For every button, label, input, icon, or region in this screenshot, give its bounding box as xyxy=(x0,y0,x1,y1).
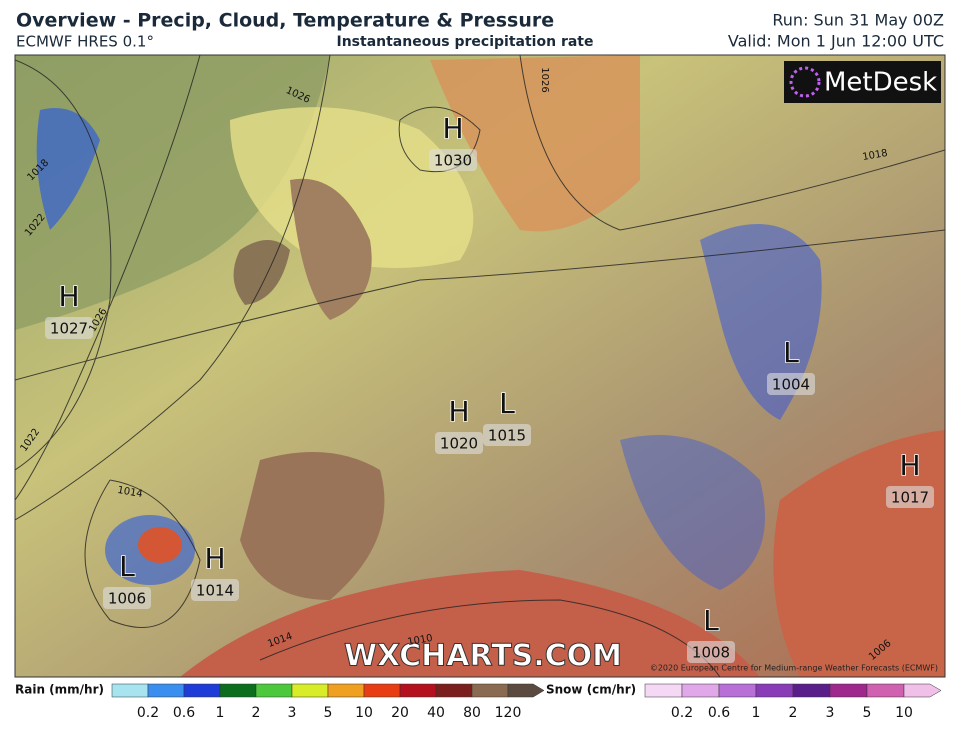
legend-tick: 10 xyxy=(895,705,913,721)
logo-icon xyxy=(789,66,821,98)
pressure-value: 1017 xyxy=(891,489,929,507)
legend-tick: 3 xyxy=(288,705,297,721)
legend-swatch xyxy=(644,683,683,698)
legend-tick: 120 xyxy=(495,705,522,721)
legend-swatch xyxy=(327,683,365,698)
legend-tick: 1 xyxy=(216,705,225,721)
isobar-label: 1026 xyxy=(539,67,550,92)
legend-swatch xyxy=(866,683,905,698)
pressure-value: 1020 xyxy=(440,435,478,453)
pressure-label-bg xyxy=(687,641,735,663)
legend-tick: 3 xyxy=(826,705,835,721)
isobar-label: 1018 xyxy=(862,148,889,163)
legend-tick: 0.2 xyxy=(671,705,693,721)
map-area xyxy=(15,55,945,677)
legend-swatch xyxy=(219,683,257,698)
title: Overview - Precip, Cloud, Temperature & … xyxy=(16,10,554,32)
model: ECMWF HRES 0.1° xyxy=(16,33,154,51)
legend-tick: 2 xyxy=(789,705,798,721)
pressure-value: 1004 xyxy=(772,376,810,394)
precip-eastern-europe xyxy=(700,224,822,420)
pressure-letter: H xyxy=(204,542,225,575)
field: Instantaneous precipitation rate xyxy=(337,34,594,50)
cloud-band xyxy=(230,107,474,268)
pressure-value: 1014 xyxy=(196,582,234,600)
africa xyxy=(180,570,760,677)
pressure-label-bg xyxy=(429,149,477,171)
pressure-value: 1027 xyxy=(50,320,88,338)
pressure-label-bg xyxy=(886,486,934,508)
pressure-label-bg xyxy=(191,579,239,601)
pressure-label-bg xyxy=(435,432,483,454)
legend-tick: 10 xyxy=(355,705,373,721)
pressure-label-bg xyxy=(483,424,531,446)
legend-swatch xyxy=(435,683,473,698)
watermark: WXCHARTS.COM xyxy=(344,639,622,674)
snow-legend-title: Snow (cm/hr) xyxy=(546,683,636,697)
precip-atlantic xyxy=(36,108,100,230)
run: Run: Sun 31 May 00Z xyxy=(772,11,944,30)
pressure-label-bg xyxy=(767,373,815,395)
isobar-label: 1010 xyxy=(407,633,434,648)
scandinavia xyxy=(430,55,640,232)
pressure-letter: H xyxy=(899,449,920,482)
legend-swatch xyxy=(111,683,149,698)
valid: Valid: Mon 1 Jun 12:00 UTC xyxy=(728,32,944,51)
pressure-label-bg xyxy=(45,317,93,339)
legend-tick: 0.6 xyxy=(708,705,730,721)
legend-tick: 5 xyxy=(863,705,872,721)
legend-tick: 0.6 xyxy=(173,705,195,721)
pressure-letter: H xyxy=(448,395,469,428)
copyright: ©2020 European Centre for Medium-range W… xyxy=(650,664,938,673)
logo-box xyxy=(784,61,941,103)
pressure-value: 1015 xyxy=(488,427,526,445)
logo-text: MetDesk xyxy=(824,68,937,98)
legend-swatch xyxy=(681,683,720,698)
legend-swatch xyxy=(471,683,509,698)
legend-tick: 40 xyxy=(427,705,445,721)
britain xyxy=(290,178,372,320)
pressure-letter: L xyxy=(783,336,799,369)
legend-arrow xyxy=(903,683,942,698)
pressure-letter: L xyxy=(703,604,719,637)
legend-arrow xyxy=(507,683,545,698)
legend-swatch xyxy=(183,683,221,698)
legend-swatch xyxy=(718,683,757,698)
pressure-letter: L xyxy=(119,550,135,583)
precip-core xyxy=(138,527,182,563)
pressure-value: 1008 xyxy=(692,644,730,662)
pressure-value: 1006 xyxy=(108,590,146,608)
legend-tick: 2 xyxy=(252,705,261,721)
isobars xyxy=(15,55,945,677)
pressure-value: 1030 xyxy=(434,152,472,170)
precip-balkans xyxy=(620,435,765,590)
legend-tick: 5 xyxy=(324,705,333,721)
rain-legend-title: Rain (mm/hr) xyxy=(15,683,104,697)
legend-swatch xyxy=(399,683,437,698)
legend-swatch xyxy=(255,683,293,698)
pressure-letter: L xyxy=(499,387,515,420)
legend-swatch xyxy=(792,683,831,698)
ireland xyxy=(233,240,290,305)
map-frame xyxy=(14,54,946,678)
legend-tick: 80 xyxy=(463,705,481,721)
legend-tick: 20 xyxy=(391,705,409,721)
pressure-letter: H xyxy=(442,112,463,145)
legend-tick: 0.2 xyxy=(137,705,159,721)
pressure-letter: H xyxy=(58,280,79,313)
legend-swatch xyxy=(291,683,329,698)
legend-swatch xyxy=(755,683,794,698)
legend-swatch xyxy=(147,683,185,698)
iberia xyxy=(240,452,385,600)
legend-tick: 1 xyxy=(752,705,761,721)
pressure-label-bg xyxy=(103,587,151,609)
legend-swatch xyxy=(829,683,868,698)
legend-swatch xyxy=(363,683,401,698)
isobar-label: 1014 xyxy=(116,485,143,500)
